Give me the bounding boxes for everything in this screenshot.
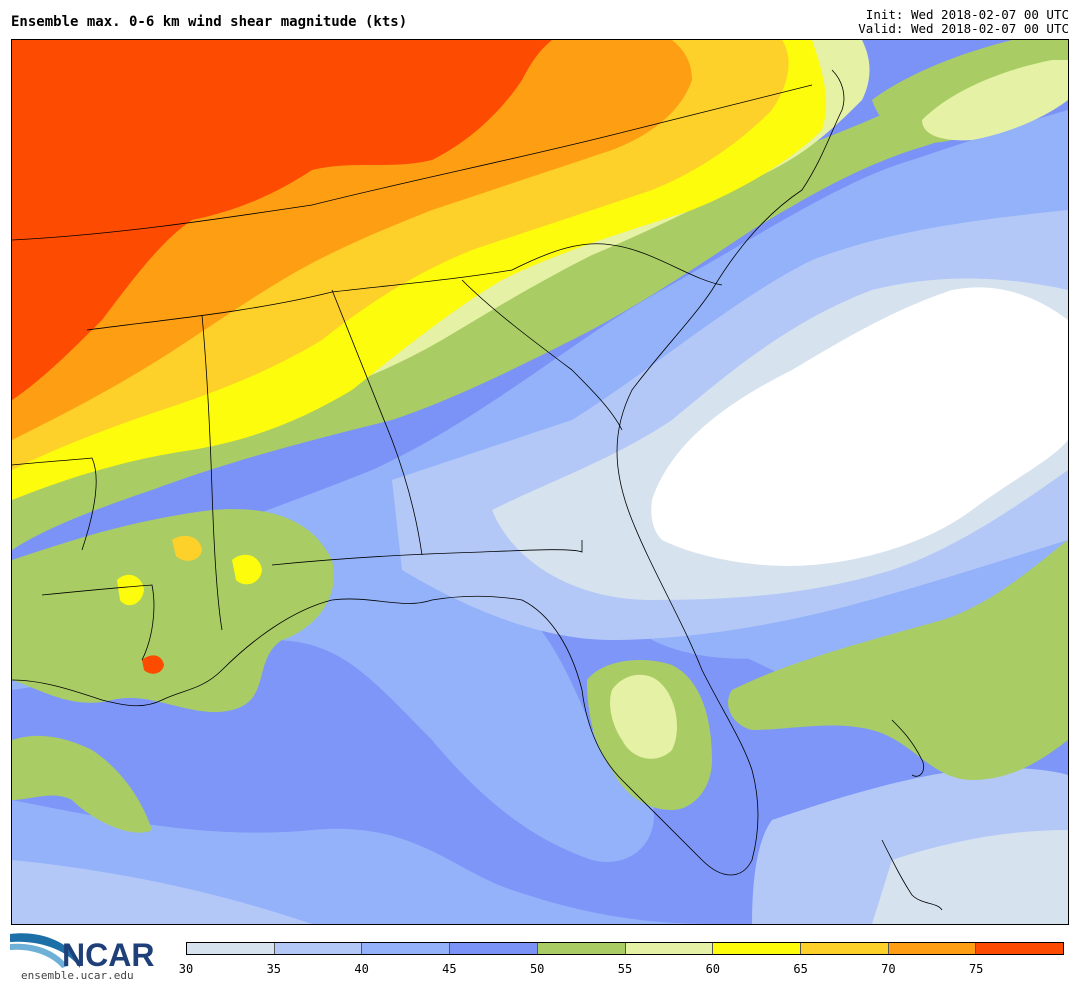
colorbar-bin-30-35 [187, 943, 275, 954]
colorbar-tick-label: 65 [793, 962, 808, 976]
field-60-65-spot-b [232, 554, 262, 585]
field-50-55-gulf-sw [12, 735, 152, 833]
colorbar-bin-70-75 [888, 943, 977, 954]
logo-swoosh-light [10, 943, 68, 968]
border-al-ga [331, 289, 423, 556]
colorbar-bin-35-40 [274, 943, 363, 954]
coastline-gulf [12, 69, 845, 876]
logo-text: NCAR [62, 937, 154, 973]
logo-swoosh [10, 933, 80, 968]
field-55-60-ne [922, 60, 1068, 141]
cuba-outline [881, 839, 943, 911]
border-ky-tn [12, 84, 813, 241]
border-ga-sc [461, 279, 623, 431]
colorbar-tick-label: 35 [266, 962, 282, 976]
colorbar-ticks: 30 35 40 45 50 55 60 65 70 75 [179, 962, 1064, 978]
border-ar-la [12, 457, 97, 551]
border-nc-sc [511, 243, 723, 286]
field-35-40-sw [12, 860, 312, 924]
shear-map [12, 40, 1068, 924]
colorbar-tick-label: 40 [354, 962, 369, 976]
chart-title: Ensemble max. 0-6 km wind shear magnitud… [11, 14, 408, 30]
field-65-70-spot-c [172, 535, 202, 561]
field-75-plus-spot [142, 655, 164, 674]
border-la-ms [41, 584, 155, 661]
colorbar-tick-label: 70 [881, 962, 896, 976]
colorbar-tick-label: 75 [968, 962, 984, 976]
field-50-55-atlantic [728, 540, 1068, 780]
field-60-65-spot-a [117, 574, 144, 606]
border-ms-al [201, 314, 223, 631]
valid-time: Valid: Wed 2018-02-07 00 UTC [858, 21, 1069, 36]
init-time: Init: Wed 2018-02-07 00 UTC [865, 7, 1069, 22]
colorbar-bin-75-80 [976, 943, 1064, 954]
colorbar [186, 942, 1064, 955]
colorbar-bin-45-50 [450, 943, 538, 954]
border-tn-south [86, 269, 513, 331]
bahamas-outline [891, 719, 925, 777]
map-panel[interactable] [11, 39, 1069, 925]
colorbar-bin-50-55 [537, 943, 626, 954]
ncar-logo: NCAR [10, 933, 154, 973]
boundaries [12, 69, 943, 911]
colorbar-bin-65-70 [800, 943, 889, 954]
colorbar-tick-label: 60 [705, 962, 721, 976]
colorbar-bin-55-60 [625, 943, 714, 954]
colorbar-tick-label: 30 [178, 962, 194, 976]
run-times: Init: Wed 2018-02-07 00 UTC Valid: Wed 2… [858, 8, 1069, 36]
logo-url: ensemble.ucar.edu [21, 969, 134, 982]
border-fl-ga-al [271, 540, 583, 566]
colorbar-bin-60-65 [713, 943, 801, 954]
colorbar-tick-label: 50 [529, 962, 545, 976]
field-55-60-florida [610, 674, 677, 759]
field-75-plus [12, 40, 552, 400]
field-below-30 [651, 287, 1068, 566]
colorbar-tick-label: 45 [442, 962, 457, 976]
colorbar-bin-40-45 [362, 943, 451, 954]
colorbar-tick-label: 55 [617, 962, 633, 976]
